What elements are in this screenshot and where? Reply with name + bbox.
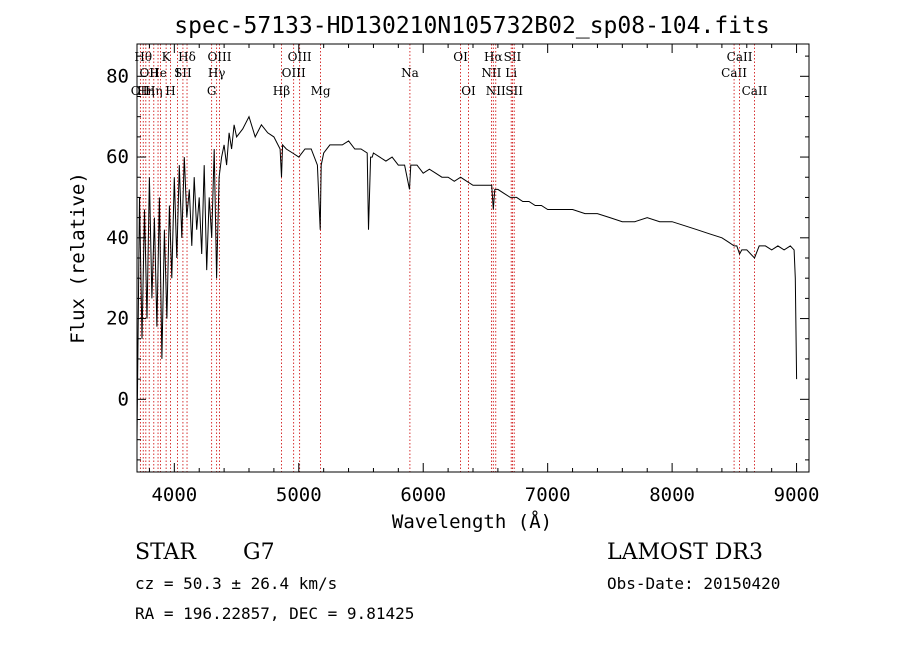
axis-ticks: 4000 5000 6000 7000 8000 9000 0 20 40 60 80 <box>106 44 819 506</box>
object-subclass: G7 <box>243 540 275 565</box>
line-label: SII <box>504 50 522 64</box>
line-label: Hη <box>137 84 155 98</box>
line-label: OI <box>461 84 476 98</box>
line-label: SII <box>505 84 523 98</box>
line-label: OIII <box>207 50 231 64</box>
object-class: STAR <box>135 540 196 565</box>
line-label: Li <box>505 66 517 80</box>
line-label: OIII <box>288 50 312 64</box>
y-tick-label: 60 <box>106 146 129 168</box>
line-label: Hη <box>145 84 163 98</box>
line-label: OII <box>131 84 151 98</box>
line-label: Hδ <box>178 50 196 64</box>
x-tick-label: 4000 <box>151 484 197 506</box>
y-tick-label: 20 <box>106 308 129 330</box>
plot-frame <box>136 43 810 473</box>
line-label: Mg <box>311 84 331 98</box>
x-axis-label: Wavelength (Å) <box>392 510 552 533</box>
line-label: Hα <box>484 50 503 64</box>
line-label: Hβ <box>273 84 290 98</box>
line-label: He <box>149 66 167 80</box>
x-tick-label: 5000 <box>276 484 322 506</box>
x-tick-label: 7000 <box>525 484 571 506</box>
coordinates: RA = 196.22857, DEC = 9.81425 <box>135 604 415 623</box>
x-tick-label: 8000 <box>649 484 695 506</box>
x-tick-label: 6000 <box>400 484 446 506</box>
redshift-info: cz = 50.3 ± 26.4 km/s <box>135 574 338 593</box>
line-label: SII <box>174 66 192 80</box>
survey-name: LAMOST DR3 <box>607 540 763 565</box>
line-label: NII <box>486 84 506 98</box>
line-label: H <box>165 84 175 98</box>
y-axis-label: Flux (relative) <box>67 172 89 344</box>
line-label: OIII <box>282 66 306 80</box>
x-tick-label: 9000 <box>774 484 820 506</box>
line-label: CaII <box>721 66 747 80</box>
chart-title: spec-57133-HD130210N105732B02_sp08-104.f… <box>174 13 769 39</box>
spectral-line-markers: OIIHθHηOIIHηHeKHISIIHδGHγOIIIHβOIIIOIIIM… <box>131 44 768 472</box>
line-label: Na <box>401 66 419 80</box>
line-label: Hθ <box>134 50 152 64</box>
spectrum-series-line <box>136 115 798 440</box>
line-label: CaII <box>742 84 768 98</box>
y-tick-label: 0 <box>118 388 129 410</box>
line-label: Hγ <box>208 66 226 80</box>
line-label: K <box>162 50 172 64</box>
line-label: NII <box>481 66 501 80</box>
line-label: CaII <box>727 50 753 64</box>
y-tick-label: 80 <box>106 65 129 87</box>
line-label: OI <box>453 50 468 64</box>
line-label: I <box>175 66 180 80</box>
y-tick-label: 40 <box>106 227 129 249</box>
line-label: G <box>207 84 217 98</box>
obs-date: Obs-Date: 20150420 <box>607 574 781 593</box>
